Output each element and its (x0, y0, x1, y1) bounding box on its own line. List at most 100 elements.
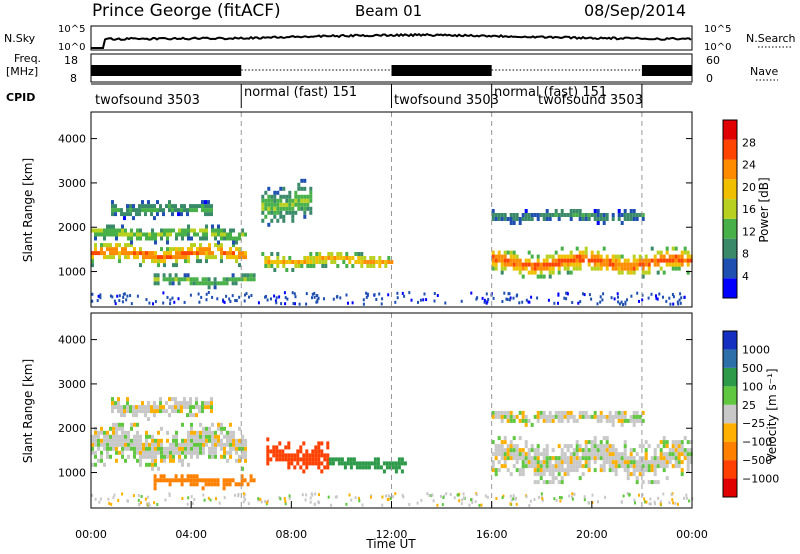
velocity-cell (500, 414, 504, 419)
velocity-cell (244, 450, 247, 455)
power-cell (333, 256, 337, 260)
velocity-cell (302, 453, 306, 458)
velocity-cell (635, 414, 639, 419)
power-cell (408, 291, 411, 295)
velocity-cell (180, 478, 184, 483)
velocity-cell (656, 460, 660, 465)
velocity-cell (320, 449, 324, 454)
power-cell (99, 296, 102, 300)
velocity-cell (563, 410, 567, 415)
velocity-cell (569, 456, 573, 461)
power-cell (129, 294, 132, 298)
velocity-cell (671, 452, 675, 457)
velocity-cell (241, 442, 244, 447)
power-cell (572, 213, 576, 217)
velocity-cell (172, 434, 175, 439)
power-cell (156, 200, 159, 205)
power-cell (683, 295, 686, 299)
power-cell (602, 217, 606, 221)
velocity-cell (281, 449, 285, 454)
velocity-cell (181, 450, 184, 455)
velocity-cell (156, 503, 159, 506)
power-cell (596, 254, 600, 259)
power-cell (312, 260, 316, 264)
power-cell (560, 246, 564, 251)
power-cell (181, 232, 184, 237)
velocity-cell (394, 469, 398, 474)
velocity-cell (563, 456, 567, 461)
velocity-cell (349, 457, 353, 462)
velocity-cell (189, 397, 192, 402)
power-cell (267, 198, 271, 203)
power-cell (171, 277, 175, 282)
velocity-cell (542, 414, 546, 419)
power-cell (228, 277, 232, 282)
velocity-cell (204, 405, 207, 410)
velocity-cell (118, 426, 121, 431)
power-cell (345, 252, 349, 256)
power-cell (565, 297, 568, 301)
velocity-cell (596, 456, 600, 461)
power-cell (280, 302, 283, 306)
velocity-cell (296, 461, 300, 466)
power-cell (166, 232, 169, 237)
velocity-cell (175, 438, 178, 443)
power-cell (423, 292, 426, 296)
power-cell (512, 262, 516, 267)
power-cell (665, 262, 669, 267)
time-tick-label: 00:00 (75, 528, 107, 541)
velocity-cell (629, 472, 633, 477)
velocity-cell (632, 456, 636, 461)
power-cell (309, 206, 313, 211)
power-cell (516, 293, 519, 297)
power-cell (629, 266, 633, 271)
power-cell (154, 236, 157, 241)
power-cell (315, 256, 319, 260)
power-cell (396, 291, 399, 295)
velocity-cell (296, 449, 300, 454)
power-cell (180, 208, 183, 213)
velocity-cell (590, 452, 594, 457)
velocity-cell (169, 454, 172, 459)
power-colorbar-tick-label: 20 (742, 181, 756, 194)
power-cell (497, 250, 501, 255)
power-cell (238, 251, 241, 256)
velocity-cell (659, 464, 663, 469)
velocity-cell (623, 460, 627, 465)
power-cell (363, 260, 367, 264)
velocity-cell (195, 478, 199, 483)
velocity-cell (232, 442, 235, 447)
power-cell (241, 251, 244, 256)
power-cell (596, 250, 600, 255)
velocity-cell (320, 469, 324, 474)
power-cell (635, 262, 639, 267)
velocity-cell (587, 414, 591, 419)
velocity-cell (165, 478, 169, 483)
power-cell (671, 262, 675, 267)
velocity-cell (431, 493, 434, 497)
velocity-cell (599, 418, 603, 423)
power-cell (491, 258, 495, 263)
power-cell (503, 266, 507, 271)
velocity-cell (509, 456, 513, 461)
power-cell (650, 258, 654, 263)
power-cell (273, 190, 277, 195)
velocity-cell (210, 397, 213, 402)
velocity-cell (211, 434, 214, 439)
power-cell (109, 224, 112, 229)
power-cell (123, 216, 126, 221)
velocity-cell (358, 461, 362, 466)
velocity-cell (210, 482, 214, 487)
velocity-cell (583, 498, 586, 502)
velocity-cell (180, 405, 183, 410)
velocity-cell (226, 430, 229, 435)
velocity-cell (654, 502, 656, 506)
power-cell (626, 266, 630, 271)
power-cell (186, 212, 189, 217)
velocity-cell (593, 414, 597, 419)
power-colorbar-swatch (723, 159, 737, 180)
power-cell (288, 256, 292, 260)
power-cell (183, 273, 187, 278)
velocity-cell (166, 446, 169, 451)
velocity-cell (157, 446, 160, 451)
